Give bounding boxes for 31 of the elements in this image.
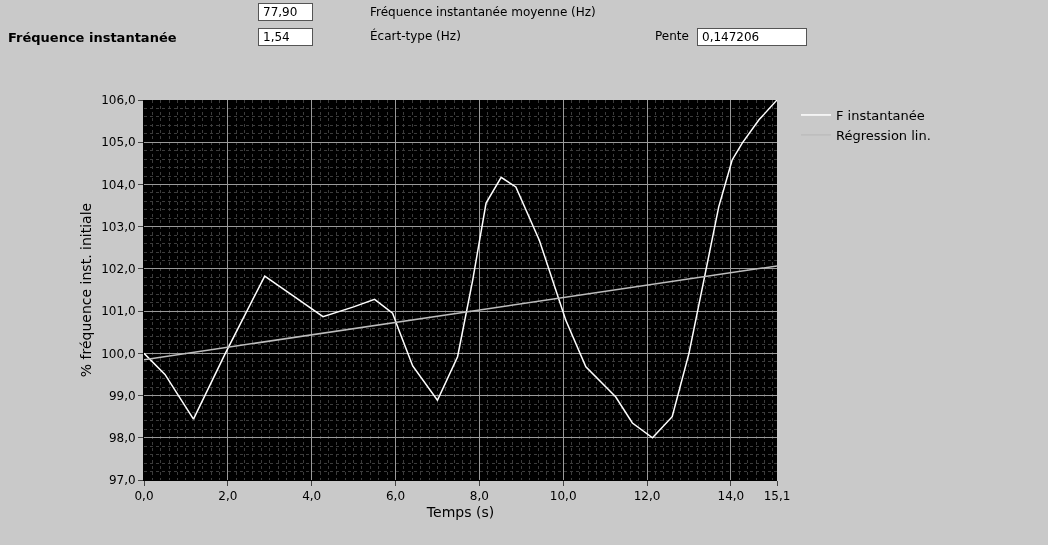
x-tick-label: 8,0 xyxy=(469,489,489,504)
y-tick-label: 102,0 xyxy=(101,262,136,277)
y-tick-label: 97,0 xyxy=(108,473,136,488)
x-tick-label: 6,0 xyxy=(385,489,406,504)
text: 77,90 xyxy=(258,3,313,21)
text: Écart-type (Hz) xyxy=(370,29,461,43)
y-axis-title: % fréquence inst. initiale xyxy=(77,202,94,378)
y-tick-label: 101,0 xyxy=(101,304,136,319)
x-tick-label: 12,0 xyxy=(633,489,661,504)
y-tick-label: 103,0 xyxy=(101,219,136,234)
x-axis-title: Temps (s) xyxy=(425,503,495,520)
line-series xyxy=(144,100,777,439)
text: Pente xyxy=(655,29,689,43)
x-tick-label: 10,0 xyxy=(549,489,577,504)
chart-title: Fréquence instantanée xyxy=(8,30,177,45)
x-tick-label: 4,0 xyxy=(302,489,322,504)
legend-label: Régression lin. xyxy=(835,127,931,143)
x-tick-label: 0,0 xyxy=(134,489,154,504)
text: 0,147206 xyxy=(697,28,807,46)
y-tick-label: 98,0 xyxy=(108,430,136,445)
y-tick-label: 104,0 xyxy=(101,177,136,192)
legend-label: F instantanée xyxy=(835,108,925,124)
y-tick-label: 99,0 xyxy=(108,388,136,403)
x-tick-label: 14,0 xyxy=(717,489,745,504)
y-tick-label: 105,0 xyxy=(101,135,136,150)
x-tick-label: 2,0 xyxy=(218,489,238,504)
y-tick-label: 106,0 xyxy=(101,93,136,108)
text: 1,54 xyxy=(258,28,313,46)
text: Fréquence instantanée moyenne (Hz) xyxy=(370,5,596,19)
y-tick-label: 100,0 xyxy=(101,346,136,361)
x-tick-label: 15,1 xyxy=(763,489,791,504)
